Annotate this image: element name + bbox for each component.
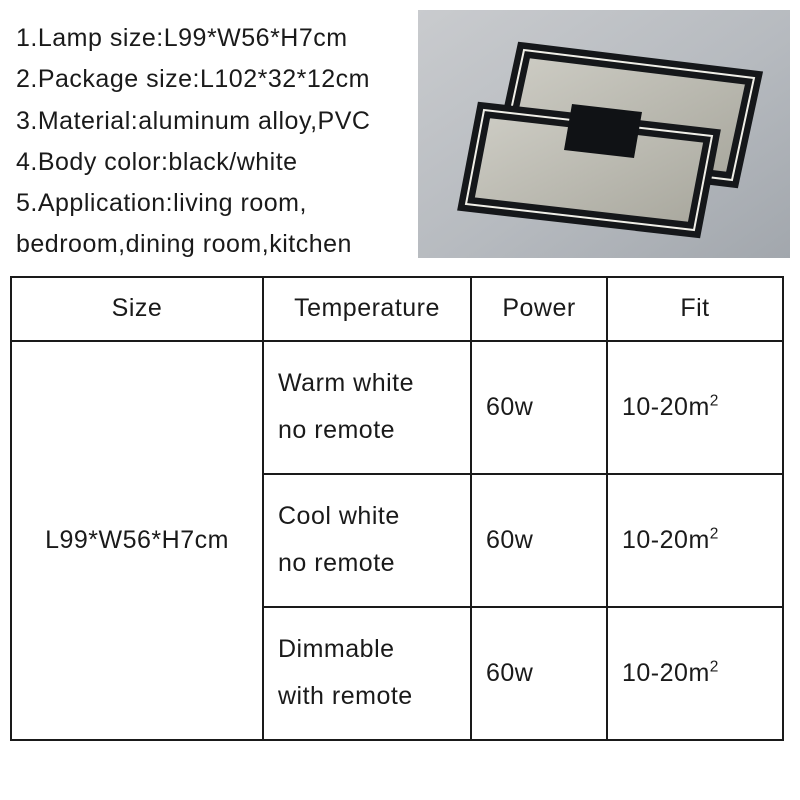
table-header-row: Size Temperature Power Fit	[11, 277, 783, 341]
table-row: L99*W56*H7cm Warm white no remote 60w 10…	[11, 341, 783, 474]
spec-line-1: 1.Lamp size:L99*W56*H7cm	[16, 18, 408, 59]
cell-fit: 10-20m2	[607, 341, 783, 474]
cell-fit: 10-20m2	[607, 607, 783, 740]
fit-sup: 2	[710, 658, 719, 675]
header-size: Size	[11, 277, 263, 341]
product-photo	[418, 10, 790, 258]
temp-line1: Warm white	[278, 369, 414, 397]
fit-sup: 2	[710, 392, 719, 409]
spec-line-5: 5.Application:living room,	[16, 183, 408, 224]
cell-temperature: Warm white no remote	[263, 341, 471, 474]
cell-size: L99*W56*H7cm	[11, 341, 263, 740]
spec-table: Size Temperature Power Fit L99*W56*H7cm …	[10, 276, 784, 741]
temp-line2: no remote	[278, 416, 395, 444]
spec-line-3: 3.Material:aluminum alloy,PVC	[16, 101, 408, 142]
header-temperature: Temperature	[263, 277, 471, 341]
cell-power: 60w	[471, 474, 607, 607]
temp-line1: Dimmable	[278, 635, 395, 663]
fit-value: 10-20m	[622, 659, 710, 687]
cell-temperature: Dimmable with remote	[263, 607, 471, 740]
fit-value: 10-20m	[622, 526, 710, 554]
temp-line2: with remote	[278, 682, 413, 710]
fit-value: 10-20m	[622, 393, 710, 421]
cell-power: 60w	[471, 341, 607, 474]
temp-line2: no remote	[278, 549, 395, 577]
cell-fit: 10-20m2	[607, 474, 783, 607]
spec-list: 1.Lamp size:L99*W56*H7cm 2.Package size:…	[10, 10, 408, 266]
header-fit: Fit	[607, 277, 783, 341]
header-power: Power	[471, 277, 607, 341]
temp-line1: Cool white	[278, 502, 400, 530]
spec-line-4: 4.Body color:black/white	[16, 142, 408, 183]
spec-line-6: bedroom,dining room,kitchen	[16, 224, 408, 265]
fit-sup: 2	[710, 525, 719, 542]
top-section: 1.Lamp size:L99*W56*H7cm 2.Package size:…	[10, 10, 790, 266]
spec-line-2: 2.Package size:L102*32*12cm	[16, 59, 408, 100]
cell-temperature: Cool white no remote	[263, 474, 471, 607]
cell-power: 60w	[471, 607, 607, 740]
